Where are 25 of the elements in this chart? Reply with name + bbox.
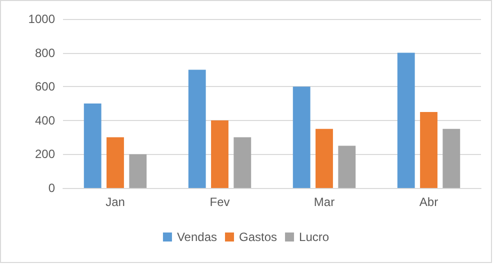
- bar: [84, 104, 102, 188]
- bar: [442, 128, 460, 188]
- bar: [234, 137, 252, 188]
- y-tick-label: 0: [48, 181, 56, 195]
- y-tick-label: 800: [34, 46, 56, 60]
- y-tick-label: 600: [34, 80, 56, 94]
- y-tick-label: 200: [34, 147, 56, 162]
- x-tick-label: Abr: [419, 195, 438, 209]
- x-tick-label: Jan: [106, 195, 125, 209]
- bar: [420, 112, 438, 188]
- bar: [106, 137, 124, 188]
- legend-label: Lucro: [299, 230, 330, 244]
- y-tick-label: 400: [34, 113, 56, 128]
- bar: [316, 128, 333, 188]
- x-tick-label: Mar: [314, 195, 335, 209]
- legend-label: Gastos: [239, 230, 278, 244]
- bar: [211, 120, 228, 188]
- bar: [129, 154, 147, 188]
- bar: [397, 52, 415, 188]
- bar: [292, 86, 310, 188]
- x-tick-label: Fev: [210, 195, 230, 209]
- y-tick-label: 1000: [28, 12, 56, 26]
- bar: [338, 146, 356, 188]
- bar: [188, 70, 206, 188]
- legend-label: Vendas: [176, 230, 218, 244]
